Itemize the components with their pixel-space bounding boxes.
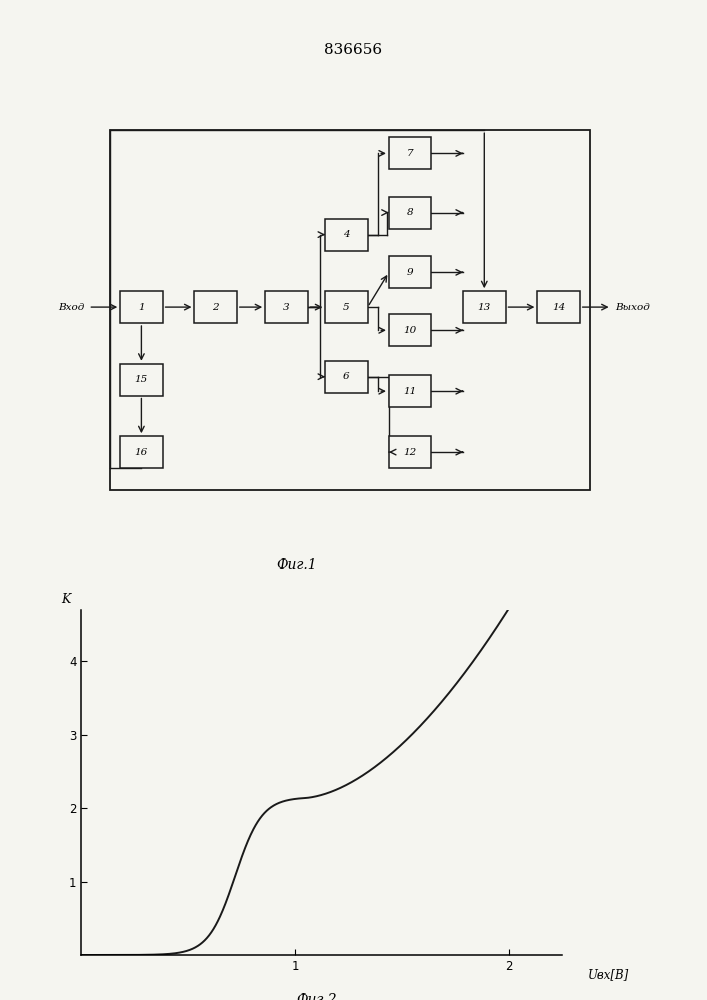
Text: 15: 15 (135, 375, 148, 384)
Text: 8: 8 (407, 208, 414, 217)
Text: 3: 3 (283, 303, 290, 312)
Text: Фиг.1: Фиг.1 (276, 558, 317, 572)
Bar (463, 291, 506, 323)
Text: 1: 1 (138, 303, 145, 312)
Text: 4: 4 (343, 230, 350, 239)
Text: 14: 14 (552, 303, 565, 312)
Bar (389, 314, 431, 346)
Bar (265, 291, 308, 323)
Bar (325, 291, 368, 323)
Bar (389, 137, 431, 169)
Text: 2: 2 (212, 303, 219, 312)
Text: 6: 6 (343, 372, 350, 381)
Text: 5: 5 (343, 303, 350, 312)
Bar (537, 291, 580, 323)
Text: 11: 11 (404, 387, 416, 396)
Bar (389, 436, 431, 468)
Bar (389, 197, 431, 229)
Text: 9: 9 (407, 268, 414, 277)
Bar (389, 375, 431, 407)
Bar (194, 291, 237, 323)
Text: K: K (62, 593, 71, 606)
Text: 10: 10 (404, 326, 416, 335)
Bar (325, 219, 368, 251)
Text: 7: 7 (407, 149, 414, 158)
Text: 12: 12 (404, 448, 416, 457)
Text: Uвх[В]: Uвх[В] (588, 968, 629, 981)
Text: 16: 16 (135, 448, 148, 457)
Bar (110, 130, 590, 490)
Bar (120, 291, 163, 323)
Text: 836656: 836656 (325, 43, 382, 57)
Text: 13: 13 (478, 303, 491, 312)
Text: Вход: Вход (59, 303, 85, 312)
Bar (120, 364, 163, 396)
Bar (325, 361, 368, 393)
Text: Фиг.2: Фиг.2 (296, 993, 337, 1000)
Bar (120, 436, 163, 468)
Text: Выход: Выход (615, 303, 650, 312)
Bar (389, 256, 431, 288)
